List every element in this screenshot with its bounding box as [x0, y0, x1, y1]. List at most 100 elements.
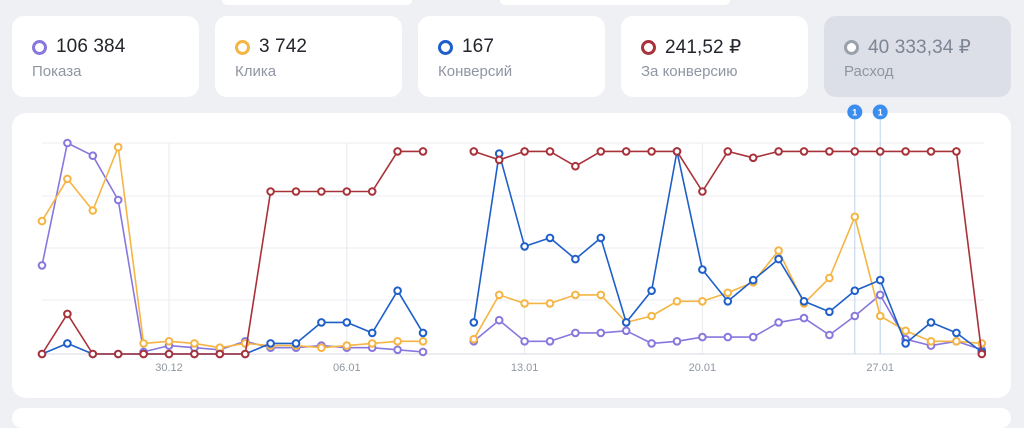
data-point[interactable]: [190, 339, 199, 348]
data-point[interactable]: [799, 313, 809, 323]
data-point[interactable]: [621, 326, 631, 336]
data-point[interactable]: [596, 233, 606, 243]
data-point[interactable]: [596, 328, 606, 338]
data-point[interactable]: [850, 147, 860, 156]
data-point[interactable]: [571, 290, 580, 300]
data-point[interactable]: [647, 286, 656, 296]
data-point[interactable]: [875, 147, 885, 156]
data-point[interactable]: [37, 216, 47, 226]
data-point[interactable]: [418, 347, 428, 357]
data-point[interactable]: [469, 334, 479, 344]
data-point[interactable]: [698, 187, 707, 196]
data-point[interactable]: [469, 318, 479, 327]
data-point[interactable]: [164, 337, 174, 346]
data-point[interactable]: [545, 337, 555, 346]
data-point[interactable]: [799, 147, 809, 156]
data-point[interactable]: [926, 318, 936, 327]
data-point[interactable]: [190, 349, 199, 359]
data-point[interactable]: [799, 297, 809, 306]
data-point[interactable]: [647, 147, 656, 156]
data-point[interactable]: [571, 328, 580, 338]
data-point[interactable]: [63, 309, 72, 319]
series-toggle-dot-icon[interactable]: [235, 39, 250, 55]
data-point[interactable]: [850, 286, 860, 296]
data-point[interactable]: [875, 275, 885, 285]
data-point[interactable]: [571, 254, 580, 264]
data-point[interactable]: [113, 195, 123, 205]
data-point[interactable]: [774, 246, 783, 255]
data-point[interactable]: [926, 337, 936, 346]
data-point[interactable]: [571, 161, 580, 171]
data-point[interactable]: [698, 265, 707, 274]
data-point[interactable]: [850, 212, 860, 222]
data-point[interactable]: [698, 332, 707, 342]
data-point[interactable]: [647, 311, 656, 321]
data-point[interactable]: [63, 174, 72, 184]
data-point[interactable]: [469, 147, 479, 156]
data-point[interactable]: [215, 349, 225, 359]
data-point[interactable]: [875, 311, 885, 321]
data-point[interactable]: [977, 349, 987, 359]
data-point[interactable]: [520, 337, 529, 346]
data-point[interactable]: [926, 147, 936, 156]
data-point[interactable]: [723, 297, 733, 306]
data-point[interactable]: [63, 138, 72, 148]
data-point[interactable]: [520, 299, 529, 308]
data-point[interactable]: [672, 147, 682, 156]
data-point[interactable]: [342, 341, 352, 350]
data-point[interactable]: [393, 345, 402, 355]
data-point[interactable]: [240, 349, 250, 359]
data-point[interactable]: [545, 233, 555, 243]
data-point[interactable]: [494, 290, 504, 300]
data-point[interactable]: [596, 290, 606, 300]
data-point[interactable]: [774, 254, 783, 264]
data-point[interactable]: [88, 349, 98, 359]
data-point[interactable]: [37, 261, 47, 270]
data-point[interactable]: [901, 339, 910, 348]
data-point[interactable]: [901, 326, 910, 336]
line-chart[interactable]: 30.12 06.01 13.01 20.01 27.01 1 1: [0, 0, 1024, 418]
data-point[interactable]: [164, 349, 174, 359]
data-point[interactable]: [621, 147, 631, 156]
metric-card-impressions[interactable]: 106 384 Показа: [12, 16, 199, 97]
data-point[interactable]: [393, 286, 402, 296]
data-point[interactable]: [266, 187, 275, 196]
data-point[interactable]: [952, 328, 961, 338]
data-point[interactable]: [418, 147, 428, 156]
data-point[interactable]: [139, 349, 148, 359]
data-point[interactable]: [672, 297, 682, 306]
data-point[interactable]: [545, 299, 555, 308]
data-point[interactable]: [393, 337, 402, 346]
data-point[interactable]: [774, 147, 783, 156]
data-point[interactable]: [113, 142, 123, 152]
data-point[interactable]: [698, 297, 707, 306]
data-point[interactable]: [317, 187, 326, 196]
data-point[interactable]: [875, 290, 885, 300]
data-point[interactable]: [418, 337, 428, 346]
data-point[interactable]: [291, 339, 301, 348]
data-point[interactable]: [266, 339, 275, 348]
data-point[interactable]: [596, 147, 606, 156]
data-point[interactable]: [901, 147, 910, 156]
data-point[interactable]: [88, 151, 98, 160]
data-point[interactable]: [367, 339, 377, 348]
data-point[interactable]: [88, 206, 98, 215]
data-point[interactable]: [291, 187, 301, 196]
data-point[interactable]: [952, 337, 961, 346]
data-point[interactable]: [520, 242, 529, 251]
data-point[interactable]: [647, 339, 656, 348]
data-point[interactable]: [825, 330, 834, 340]
data-point[interactable]: [342, 318, 352, 327]
data-point[interactable]: [850, 311, 860, 321]
data-point[interactable]: [748, 332, 758, 342]
data-point[interactable]: [748, 275, 758, 285]
series-toggle-dot-icon[interactable]: [438, 39, 453, 55]
data-point[interactable]: [825, 273, 834, 283]
data-point[interactable]: [545, 147, 555, 156]
data-point[interactable]: [139, 339, 148, 348]
data-point[interactable]: [672, 337, 682, 346]
data-point[interactable]: [317, 318, 326, 327]
data-point[interactable]: [748, 153, 758, 163]
data-point[interactable]: [367, 328, 377, 338]
data-point[interactable]: [774, 318, 783, 327]
